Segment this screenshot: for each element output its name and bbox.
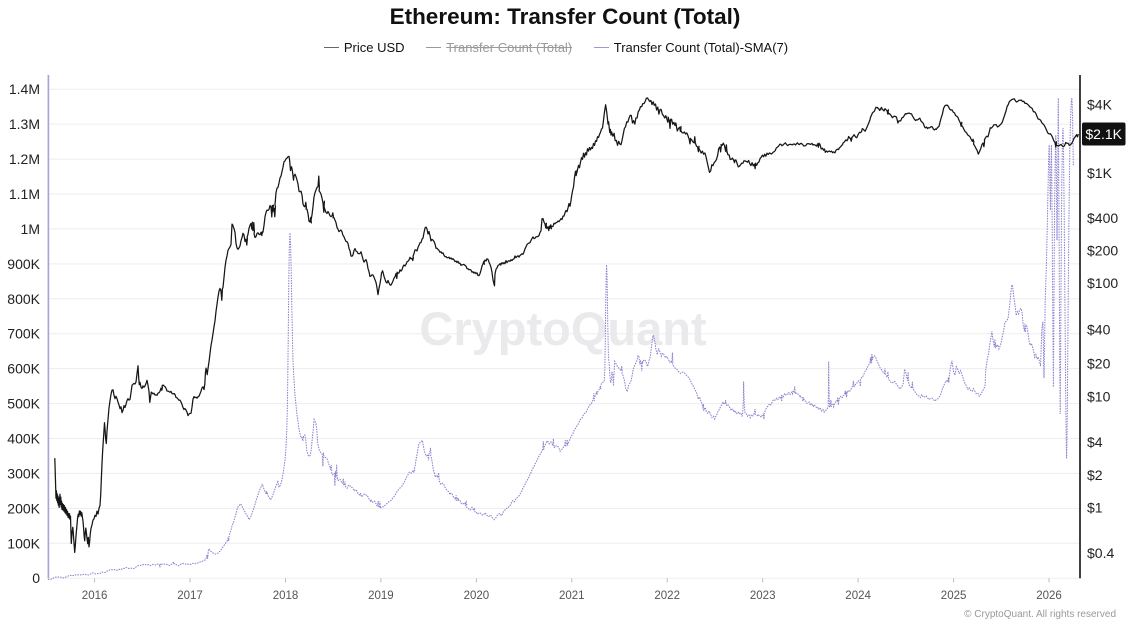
- svg-text:2020: 2020: [464, 590, 490, 602]
- svg-text:200K: 200K: [7, 500, 40, 516]
- svg-text:2024: 2024: [845, 590, 871, 602]
- svg-text:$1K: $1K: [1087, 165, 1113, 181]
- svg-text:$20: $20: [1087, 356, 1111, 372]
- svg-text:$400: $400: [1087, 210, 1118, 226]
- svg-text:2016: 2016: [82, 590, 108, 602]
- svg-text:800K: 800K: [7, 291, 40, 307]
- svg-text:2019: 2019: [368, 590, 394, 602]
- svg-text:$2: $2: [1087, 467, 1103, 483]
- svg-text:900K: 900K: [7, 256, 40, 272]
- svg-text:1.1M: 1.1M: [9, 186, 40, 202]
- svg-text:$4K: $4K: [1087, 97, 1113, 113]
- svg-text:400K: 400K: [7, 431, 40, 447]
- svg-text:$1: $1: [1087, 500, 1103, 516]
- svg-text:1M: 1M: [21, 221, 40, 237]
- svg-text:2021: 2021: [559, 590, 585, 602]
- svg-text:2017: 2017: [177, 590, 203, 602]
- svg-text:600K: 600K: [7, 361, 40, 377]
- svg-text:$200: $200: [1087, 243, 1118, 259]
- svg-text:$40: $40: [1087, 322, 1111, 338]
- svg-text:$4: $4: [1087, 434, 1103, 450]
- svg-text:2018: 2018: [273, 590, 299, 602]
- svg-text:2026: 2026: [1036, 590, 1062, 602]
- svg-text:700K: 700K: [7, 326, 40, 342]
- svg-text:$2.1K: $2.1K: [1085, 126, 1122, 142]
- svg-text:1.4M: 1.4M: [9, 81, 40, 97]
- svg-text:0: 0: [32, 570, 40, 586]
- svg-text:2023: 2023: [750, 590, 776, 602]
- svg-text:$0.4: $0.4: [1087, 545, 1114, 561]
- svg-text:300K: 300K: [7, 465, 40, 481]
- svg-text:2025: 2025: [941, 590, 967, 602]
- svg-text:$100: $100: [1087, 275, 1118, 291]
- svg-text:1.3M: 1.3M: [9, 116, 40, 132]
- svg-text:100K: 100K: [7, 535, 40, 551]
- svg-text:1.2M: 1.2M: [9, 151, 40, 167]
- svg-text:2022: 2022: [654, 590, 680, 602]
- svg-text:CryptoQuant: CryptoQuant: [419, 302, 707, 355]
- svg-text:500K: 500K: [7, 396, 40, 412]
- svg-text:$10: $10: [1087, 389, 1111, 405]
